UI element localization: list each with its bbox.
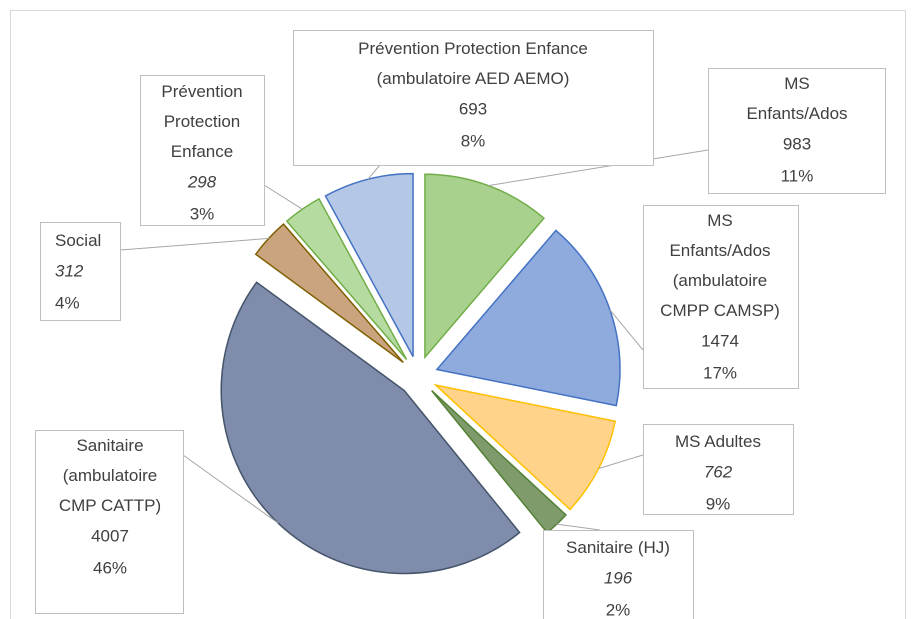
category-label: Social [55,231,101,250]
percent-label: 3% [190,204,215,223]
percent-label: 11% [781,166,814,185]
percent-label: 2% [606,600,631,619]
pie-slice [433,383,617,511]
label-box [40,222,121,321]
value-label: 762 [704,462,733,481]
pie-slice [285,197,408,361]
category-label: MS Enfants/Ados (ambulatoire CMPP CAMSP) [660,211,780,320]
leader-line [119,237,269,251]
leader-line [263,184,303,210]
label-box [293,30,654,166]
category-label: MS Enfants/Ados [746,74,847,123]
leader-line [556,523,601,531]
label-box [140,75,265,226]
category-label: MS Adultes [675,432,761,451]
value-label: 983 [783,134,811,153]
leader-line [488,149,709,187]
percent-label: 9% [706,494,731,513]
percent-label: 4% [55,293,80,312]
label-box [35,430,184,614]
percent-label: 17% [703,363,737,382]
pie-slice [424,173,545,360]
value-label: 693 [459,99,487,118]
category-label: Sanitaire (ambulatoire CMP CATTP) [59,436,161,515]
label-box [543,530,694,619]
value-label: 1474 [701,331,739,350]
pie-slice [220,281,521,575]
leader-line [367,164,381,180]
category-label: Sanitaire (HJ) [566,538,670,557]
value-label: 4007 [91,526,129,545]
label-box [643,424,794,515]
label-box [643,205,799,389]
pie-slice [324,172,414,357]
pie-slice [254,223,404,364]
percent-label: 46% [93,558,127,577]
leader-line [182,454,279,524]
leader-line [609,309,644,351]
label-box [708,68,886,194]
value-label: 298 [187,172,217,191]
category-label: Prévention Protection Enfance [161,82,242,161]
value-label: 312 [55,261,84,280]
category-label: Prévention Protection Enfance (ambulatoir… [358,39,588,88]
percent-label: 8% [461,131,486,150]
value-label: 196 [604,568,633,587]
leader-line [598,454,644,469]
